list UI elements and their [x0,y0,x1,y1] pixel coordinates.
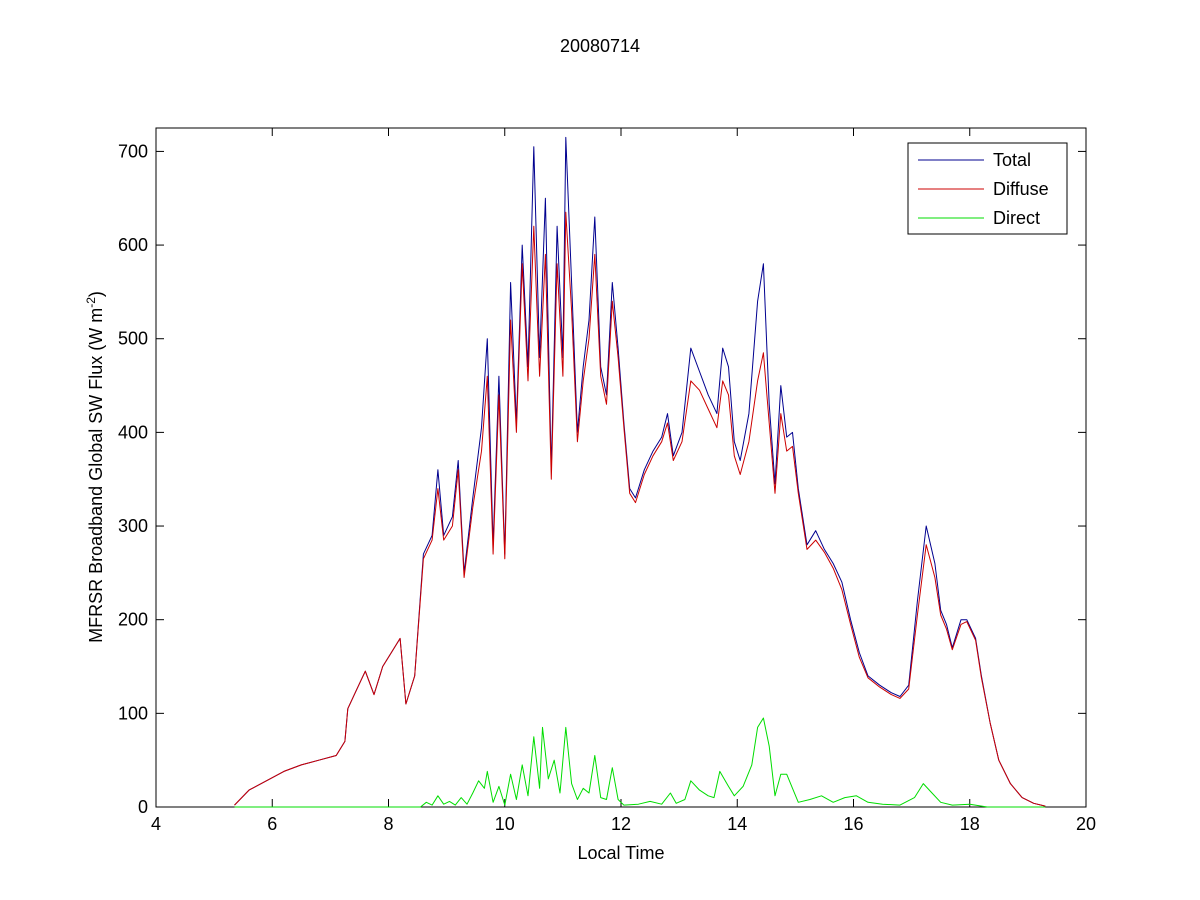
legend-label-direct: Direct [993,208,1040,228]
y-tick-label: 700 [118,141,148,161]
legend-label-total: Total [993,150,1031,170]
x-tick-label: 20 [1076,814,1096,834]
y-axis-label-main: MFRSR Broadband Global SW Flux (W m [86,308,106,643]
y-axis-label-exponent: -2 [84,297,98,308]
chart-title: 20080714 [560,36,640,56]
y-tick-label: 600 [118,235,148,255]
series-line-total [234,136,1046,807]
x-tick-label: 10 [495,814,515,834]
x-tick-label: 18 [960,814,980,834]
y-axis-label-close: ) [86,291,106,297]
x-tick-label: 4 [151,814,161,834]
series-lines [234,136,1046,808]
y-tick-label: 0 [138,797,148,817]
y-tick-label: 500 [118,329,148,349]
x-tick-label: 16 [843,814,863,834]
x-tick-label: 6 [267,814,277,834]
x-axis-label: Local Time [577,843,664,863]
y-tick-label: 400 [118,422,148,442]
legend: Total Diffuse Direct [907,142,1068,235]
series-line-diffuse [234,211,1046,807]
series-line-direct [234,717,1046,808]
plot-area [155,127,1087,808]
x-tick-label: 12 [611,814,631,834]
y-tick-label: 200 [118,610,148,630]
x-tick-label: 14 [727,814,747,834]
y-tick-label: 300 [118,516,148,536]
x-tick-label: 8 [383,814,393,834]
y-tick-label: 100 [118,703,148,723]
y-axis-label: MFRSR Broadband Global SW Flux (W m-2) [84,291,106,643]
legend-label-diffuse: Diffuse [993,179,1049,199]
